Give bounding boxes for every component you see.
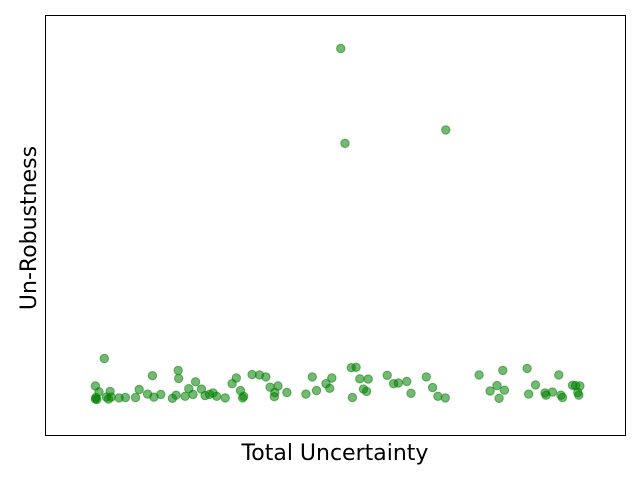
scatter-point	[406, 388, 416, 398]
scatter-point	[261, 372, 271, 382]
scatter-point	[499, 385, 510, 395]
scatter-point	[340, 138, 350, 149]
scatter-point	[557, 392, 568, 403]
scatter-point	[351, 362, 361, 372]
scatter-point	[190, 377, 201, 387]
scatter-point	[106, 392, 116, 402]
scatter-point	[547, 387, 558, 397]
scatter-point	[522, 363, 532, 374]
scatter-point	[530, 380, 541, 390]
x-axis-label: Total Uncertainty	[241, 441, 429, 466]
scatter-point	[301, 389, 311, 399]
scatter-point	[421, 372, 431, 382]
scatter-point	[180, 391, 190, 401]
scatter-point	[220, 393, 230, 403]
scatter-point	[134, 384, 144, 395]
scatter-point	[570, 380, 581, 391]
scatter-point	[327, 373, 337, 383]
scatter-point	[188, 389, 198, 400]
scatter-point	[92, 394, 102, 405]
scatter-point	[441, 125, 451, 135]
scatter-point	[363, 374, 373, 384]
scatter-point	[231, 373, 242, 383]
scatter-point	[120, 392, 131, 403]
scatter-point	[382, 370, 392, 380]
scatter-point	[427, 382, 438, 393]
scatter-point	[94, 387, 104, 397]
scatter-point	[355, 374, 365, 384]
scatter-point	[171, 390, 181, 400]
scatter-point	[524, 389, 534, 399]
scatter-point	[554, 370, 564, 380]
plot-frame	[45, 15, 626, 436]
scatter-point	[311, 385, 322, 396]
scatter-point	[273, 381, 283, 391]
y-axis-label: Un-Robustness	[17, 146, 42, 310]
scatter-point	[440, 393, 450, 403]
scatter-point	[336, 43, 346, 54]
scatter-point	[485, 386, 495, 396]
scatter-point	[492, 380, 502, 391]
scatter-point	[130, 392, 141, 403]
scatter-point	[173, 365, 183, 376]
scatter-point	[347, 392, 358, 403]
scatter-point	[174, 373, 184, 384]
scatter-point	[574, 390, 584, 400]
scatter-point	[156, 389, 166, 400]
scatter-point	[325, 383, 335, 393]
scatter-point	[212, 391, 222, 401]
scatter-point	[99, 353, 110, 364]
data-points	[90, 43, 585, 405]
scatter-point	[307, 372, 317, 382]
scatter-point	[239, 391, 249, 401]
scatter-point	[498, 365, 508, 376]
scatter-point	[282, 387, 292, 398]
scatter-point	[494, 393, 504, 403]
scatter-point	[474, 370, 484, 380]
scatter-point	[361, 386, 372, 397]
scatter-point	[393, 378, 403, 388]
scatter-point	[402, 376, 412, 387]
scatter-point	[147, 371, 158, 381]
